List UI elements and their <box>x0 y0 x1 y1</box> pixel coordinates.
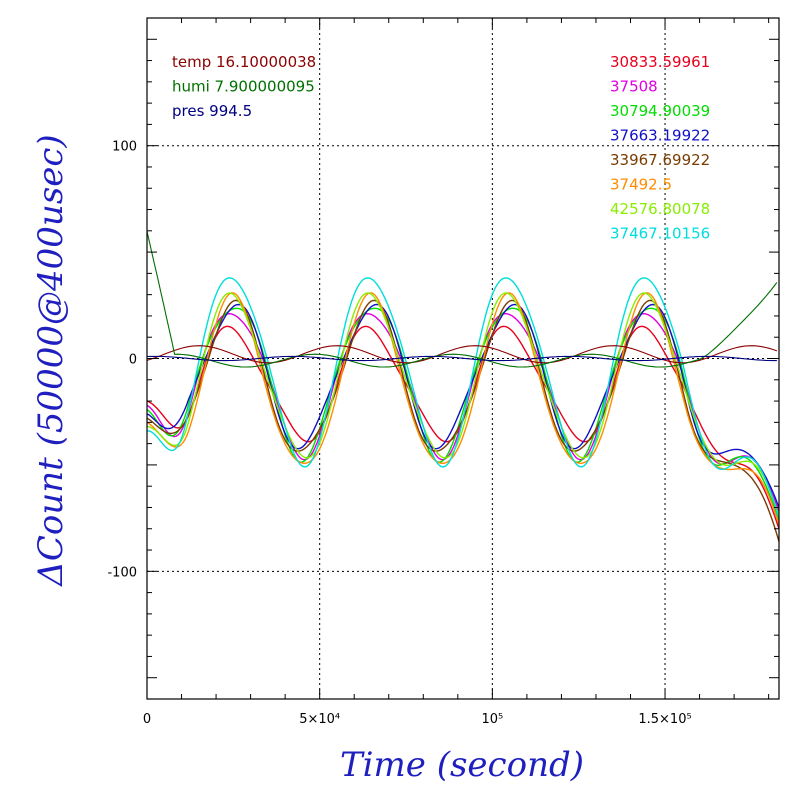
series-legend-label: 37663.19922 <box>610 127 710 145</box>
x-tick-label: 1.5×10⁵ <box>638 712 691 727</box>
env-line-temp <box>146 345 778 364</box>
y-tick-label: -100 <box>107 565 137 580</box>
env-legend-label: pres 994.5 <box>172 102 252 120</box>
y-tick-label: 100 <box>112 140 137 155</box>
tick-labels: 0 5×10⁴ 10⁵ 1.5×10⁵ 100 0 -100 <box>107 140 691 727</box>
x-tick-label: 10⁵ <box>481 712 503 727</box>
env-line-humi <box>146 231 778 368</box>
series-legend-label: 30794.90039 <box>610 102 710 120</box>
y-axis-title: ΔCount (50000@400usec) <box>31 134 71 587</box>
env-line-pres <box>146 355 777 362</box>
series-legend-label: 37492.5 <box>610 176 672 194</box>
series-line-3 <box>146 303 780 508</box>
env-legend-label: humi 7.900000095 <box>172 78 315 96</box>
series-line-6 <box>146 292 780 517</box>
series-legend-label: 37508 <box>610 78 658 96</box>
series-group <box>146 277 780 542</box>
series-legend-label: 30833.59961 <box>610 53 710 71</box>
env-series-group <box>146 231 778 368</box>
tick-marks <box>146 18 779 699</box>
env-legend-label: temp 16.10000038 <box>172 53 316 71</box>
series-legend-label: 37467.10156 <box>610 225 710 243</box>
series-line-7 <box>146 277 780 519</box>
legends: temp 16.10000038 humi 7.900000095 pres 994… <box>172 53 710 243</box>
series-legend-label: 42576.80078 <box>610 200 710 218</box>
x-tick-label: 5×10⁴ <box>299 712 340 727</box>
x-tick-label: 0 <box>143 712 151 727</box>
series-legend-label: 33967.69922 <box>610 151 710 169</box>
x-axis-title: Time (second) <box>340 745 584 785</box>
y-tick-label: 0 <box>129 353 137 368</box>
